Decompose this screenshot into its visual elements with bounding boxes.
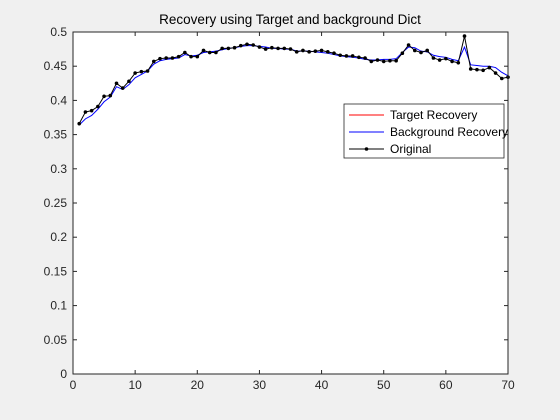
data-point <box>108 93 113 98</box>
data-point <box>238 43 243 48</box>
data-point <box>232 45 237 50</box>
data-point <box>189 54 193 59</box>
data-point <box>102 94 106 99</box>
data-point <box>164 56 169 60</box>
data-point <box>400 51 405 55</box>
data-point <box>344 54 349 58</box>
x-tick-label: 70 <box>501 378 515 392</box>
data-point <box>493 71 498 75</box>
data-point <box>456 60 461 65</box>
data-point <box>114 81 119 86</box>
y-tick-label: 0.05 <box>44 333 68 347</box>
data-point <box>369 59 374 64</box>
data-point <box>313 49 318 53</box>
data-point <box>214 50 218 55</box>
data-point <box>381 59 386 64</box>
x-tick-label: 20 <box>191 378 205 392</box>
data-point <box>257 45 262 49</box>
plot-area <box>73 32 508 374</box>
series-line-original <box>78 35 509 124</box>
data-point <box>419 50 423 55</box>
data-point <box>499 76 504 81</box>
data-point <box>245 42 249 47</box>
data-point <box>220 46 224 51</box>
data-point <box>468 67 473 71</box>
data-point <box>195 54 200 59</box>
data-point <box>363 56 367 60</box>
y-tick-label: 0.4 <box>50 93 67 107</box>
y-tick-label: 0.3 <box>50 162 67 176</box>
chart-title: Recovery using Target and background Dic… <box>159 12 421 27</box>
x-tick-label: 10 <box>128 378 142 392</box>
data-point <box>270 45 274 50</box>
data-point <box>475 67 479 72</box>
legend-marker <box>364 147 369 151</box>
data-point <box>437 58 442 62</box>
data-point <box>444 56 448 61</box>
data-point <box>158 56 162 61</box>
data-point <box>263 47 268 51</box>
x-tick-label: 40 <box>315 378 329 392</box>
data-point <box>388 58 392 63</box>
data-point <box>406 43 411 47</box>
data-point <box>307 50 311 54</box>
data-point <box>139 69 144 74</box>
data-point <box>133 71 137 75</box>
legend-label: Original <box>390 142 431 156</box>
data-point <box>431 56 436 60</box>
data-point <box>145 69 150 73</box>
x-tick-label: 30 <box>253 378 267 392</box>
data-point <box>207 50 212 55</box>
data-point <box>325 50 330 54</box>
data-point <box>151 59 156 64</box>
y-tick-label: 0.35 <box>44 128 68 142</box>
y-tick-label: 0.5 <box>50 25 67 39</box>
data-point <box>226 46 231 51</box>
data-point <box>294 50 299 54</box>
data-point <box>251 43 256 47</box>
series-layer <box>77 34 510 375</box>
x-tick-label: 0 <box>70 378 77 392</box>
y-tick-label: 0.2 <box>50 230 67 244</box>
data-point <box>375 58 380 62</box>
data-point <box>282 46 287 51</box>
legend: Target Recovery Background Recovery Origin… <box>343 103 508 159</box>
data-point <box>276 46 280 51</box>
data-point <box>170 56 175 60</box>
data-point <box>120 86 125 90</box>
x-tick-label: 60 <box>439 378 453 392</box>
data-point <box>357 55 361 60</box>
x-tick-label: 50 <box>377 378 391 392</box>
data-point <box>89 108 94 113</box>
data-point <box>176 54 181 59</box>
data-point <box>338 53 343 58</box>
y-tick-label: 0.1 <box>50 299 67 313</box>
legend-label: Target Recovery <box>390 108 477 122</box>
legend-label: Background Recovery <box>390 125 508 139</box>
data-point <box>127 79 131 84</box>
data-point <box>412 48 417 53</box>
y-tick-label: 0.45 <box>44 59 68 73</box>
data-point <box>450 59 454 64</box>
data-point <box>83 110 88 114</box>
data-point <box>350 54 355 58</box>
data-point <box>96 104 100 109</box>
data-point <box>332 51 336 55</box>
data-point <box>201 48 206 53</box>
data-point <box>288 47 293 51</box>
data-point <box>394 58 398 63</box>
data-point <box>319 48 324 53</box>
data-point <box>487 65 492 70</box>
y-tick-label: 0.15 <box>44 264 68 278</box>
data-point <box>425 48 430 53</box>
data-point <box>301 48 305 53</box>
y-tick-label: 0.25 <box>44 196 68 210</box>
ticks-layer: 0 10 20 30 40 50 60 70 0 0.05 0.1 0.15 0.2 0.25 0.3 0.3… <box>44 25 515 392</box>
y-tick-label: 0 <box>60 367 67 381</box>
data-point <box>481 68 485 73</box>
data-point <box>462 34 467 38</box>
data-point <box>183 50 187 55</box>
data-point <box>77 121 82 126</box>
